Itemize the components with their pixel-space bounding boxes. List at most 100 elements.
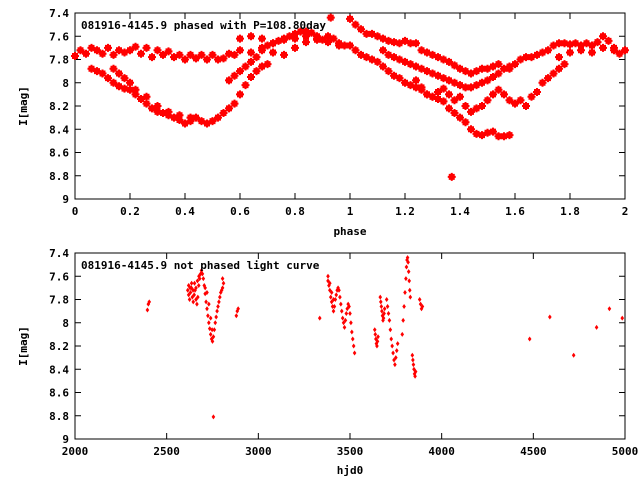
data-point <box>205 290 209 296</box>
data-point <box>120 74 129 83</box>
y-tick-label: 8.8 <box>49 170 69 183</box>
data-point <box>450 96 459 105</box>
data-point <box>208 117 217 126</box>
data-point <box>555 64 563 73</box>
data-point <box>395 341 400 347</box>
data-point <box>188 290 193 296</box>
y-tick-label: 8.4 <box>49 363 69 376</box>
data-point <box>379 303 384 309</box>
data-point <box>385 303 390 309</box>
y-tick-label: 9 <box>62 433 69 446</box>
data-point <box>412 371 417 377</box>
data-point <box>186 50 195 59</box>
data-point <box>220 285 225 291</box>
data-point <box>148 53 156 62</box>
y-tick-label: 7.8 <box>49 54 69 67</box>
data-point <box>346 41 354 50</box>
x-axis-label: hjd0 <box>337 464 364 477</box>
data-point <box>379 62 387 71</box>
data-point <box>340 41 349 50</box>
y-tick-label: 7.6 <box>49 30 69 43</box>
data-point <box>450 61 459 70</box>
x-tick-label: 4000 <box>428 445 455 458</box>
data-point <box>533 88 541 97</box>
x-tick-label: 1.2 <box>395 205 415 218</box>
data-point <box>393 362 397 368</box>
data-point <box>339 301 343 307</box>
data-point <box>394 348 399 354</box>
x-tick-label: 1 <box>347 205 354 218</box>
y-tick-label: 7.4 <box>49 7 69 20</box>
x-tick-label: 0.2 <box>120 205 140 218</box>
data-point <box>391 350 395 356</box>
data-point <box>247 72 255 81</box>
data-point <box>348 310 352 316</box>
data-point <box>98 69 107 78</box>
data-point <box>362 29 371 38</box>
data-point <box>599 32 607 41</box>
data-point <box>104 43 112 52</box>
x-tick-label: 5000 <box>612 445 639 458</box>
data-point <box>344 310 349 316</box>
data-point <box>181 55 189 64</box>
chart-title: 081916-4145.9 not phased light curve <box>81 259 320 272</box>
data-point <box>467 107 475 116</box>
data-point <box>269 39 277 48</box>
data-point <box>544 46 552 55</box>
data-point <box>467 125 475 134</box>
data-point <box>186 113 195 122</box>
x-tick-label: 1.4 <box>450 205 470 218</box>
data-point <box>203 285 207 291</box>
data-point <box>175 50 184 59</box>
data-point <box>185 287 190 293</box>
x-axis-label: phase <box>333 225 366 238</box>
data-point <box>258 34 266 43</box>
data-point <box>352 350 357 356</box>
data-point <box>137 49 145 58</box>
chart-title: 081916-4145.9 phased with P=108.80day <box>81 19 326 32</box>
data-point <box>153 102 162 110</box>
data-point <box>375 343 379 349</box>
data-point <box>408 294 413 300</box>
data-point <box>351 20 360 29</box>
data-point <box>400 331 405 337</box>
data-point <box>386 310 391 316</box>
data-point <box>388 327 393 333</box>
data-point <box>494 60 503 69</box>
data-point <box>555 53 563 62</box>
x-tick-label: 2500 <box>153 445 180 458</box>
data-point <box>146 301 151 307</box>
data-point <box>373 57 382 66</box>
data-point <box>115 69 123 78</box>
data-point <box>153 46 162 55</box>
data-point <box>337 287 341 293</box>
data-point <box>234 313 239 319</box>
data-point <box>379 46 387 55</box>
data-point <box>190 294 195 300</box>
data-point <box>196 294 200 300</box>
data-point <box>126 46 134 55</box>
data-point <box>331 308 336 314</box>
data-point <box>236 67 244 76</box>
data-point <box>230 71 239 80</box>
data-point <box>218 294 222 300</box>
data-point <box>241 62 250 71</box>
data-point <box>188 285 192 291</box>
data-point <box>527 336 532 342</box>
data-point <box>450 108 459 117</box>
data-point <box>332 303 337 309</box>
data-point <box>350 329 354 335</box>
data-point <box>411 362 416 368</box>
data-point <box>195 278 200 284</box>
data-point <box>478 102 486 110</box>
data-point <box>201 276 206 282</box>
data-point <box>263 60 272 69</box>
data-point <box>109 64 118 73</box>
data-point <box>406 269 411 275</box>
data-point <box>335 287 339 293</box>
data-point <box>326 273 330 279</box>
plot-frame <box>74 252 626 440</box>
data-point <box>214 314 218 320</box>
data-point <box>621 46 629 55</box>
data-point <box>538 78 547 87</box>
